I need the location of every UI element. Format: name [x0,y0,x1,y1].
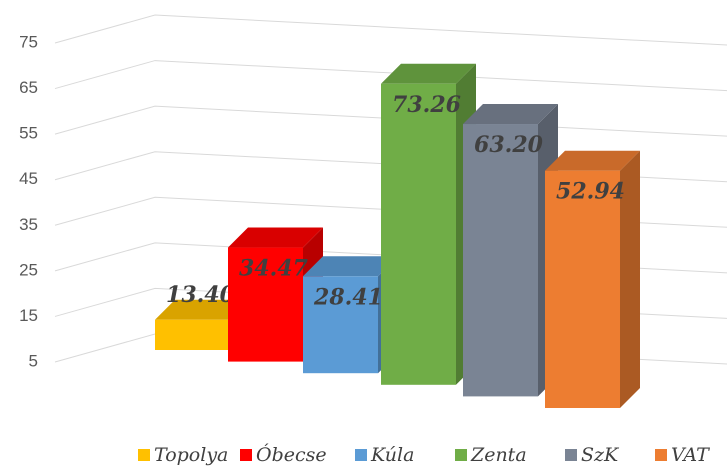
bar-front [228,247,303,362]
data-label: 34.47 [239,256,309,282]
legend-label: Topolya [154,444,228,466]
grid-line [54,14,727,46]
bar-side [620,150,640,408]
y-tick-label: 35 [19,215,38,234]
bar-top [228,227,323,248]
bar-front [381,83,456,385]
grid-line [54,60,727,92]
legend-label: VAT [671,444,710,466]
bar-front [463,124,538,397]
bar [155,299,250,350]
y-tick-label: 45 [19,169,38,188]
bar-top [463,104,558,125]
bar-front [545,170,620,408]
y-tick-label: 65 [19,78,38,97]
legend-swatch [655,449,667,461]
data-label: 13.40 [166,282,236,308]
bar-top [381,63,476,84]
legend-swatch [355,449,367,461]
legend-label: Zenta [470,444,527,466]
bar-top [303,256,398,277]
bar-top [155,299,250,320]
y-tick-label: 25 [19,260,38,279]
y-tick-label: 55 [19,124,38,143]
legend-swatch [455,449,467,461]
bar-top [545,150,640,171]
y-tick-label: 75 [19,32,38,51]
legend-swatch [240,449,252,461]
legend-label: Kúla [370,444,414,466]
data-label: 52.94 [556,179,625,205]
data-label: 63.20 [474,132,544,158]
legend-swatch [138,449,150,461]
legend-label: Óbecse [256,443,327,466]
legend-label: SzK [581,444,620,466]
bar-front [303,276,378,374]
legend-swatch [565,449,577,461]
data-label: 73.26 [392,92,461,118]
y-tick-label: 15 [19,306,38,325]
bar-front [155,319,230,350]
data-label: 28.41 [313,284,383,310]
y-tick-label: 5 [29,351,38,370]
bar [545,150,640,408]
